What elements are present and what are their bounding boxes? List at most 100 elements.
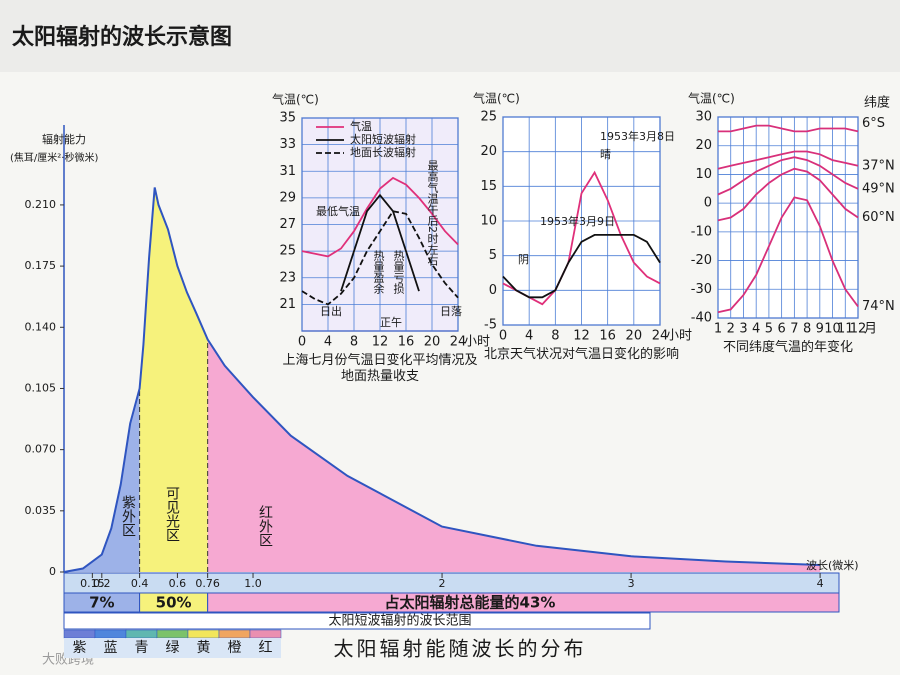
x-tick-label: 12 xyxy=(372,335,389,350)
x-tick-label: 3 xyxy=(628,577,635,590)
region-label: 紫外区 xyxy=(120,495,136,537)
y-tick-label: 27 xyxy=(279,217,296,232)
x-tick-label: 20 xyxy=(424,335,441,350)
x-tick-label: 1 xyxy=(714,322,722,337)
spectrum-cell xyxy=(219,638,250,658)
x-tick-label: 0.15 xyxy=(80,577,105,590)
spectrum-swatch xyxy=(125,629,158,639)
region-fill xyxy=(207,339,821,572)
x-tick-label: 11 xyxy=(837,322,854,337)
series-line xyxy=(717,150,859,170)
y-tick-label: -40 xyxy=(691,311,712,326)
legend-label: 气温 xyxy=(350,119,372,133)
spectrum-cell xyxy=(250,638,281,658)
region-fill xyxy=(64,388,140,572)
y-tick-label: 0.175 xyxy=(25,259,57,272)
series-title: 纬度 xyxy=(864,95,890,111)
annotation: 日出 xyxy=(320,304,342,318)
series-label: 74°N xyxy=(862,299,895,314)
x-band xyxy=(63,572,840,594)
annotation: 晴 xyxy=(600,148,611,161)
series-line xyxy=(301,210,459,306)
series-label: 6°S xyxy=(862,116,885,131)
annotation: 阴 xyxy=(518,253,529,266)
y-tick-label: -5 xyxy=(484,318,497,333)
spectrum-swatch xyxy=(63,629,96,639)
spectrum-cell xyxy=(188,638,219,658)
spectrum-swatch xyxy=(156,629,189,639)
x-tick-label: 7 xyxy=(790,322,798,337)
x-tick-label: 10 xyxy=(824,322,841,337)
legend-label: 太阳短波辐射 xyxy=(350,132,416,146)
x-tick-label: 8 xyxy=(350,335,358,350)
y-tick-label: 0.105 xyxy=(25,381,57,394)
y-axis-label: (焦耳/厘米²·秒微米) xyxy=(10,151,98,164)
x-tick-label: 5 xyxy=(765,322,773,337)
chart-caption: 太阳辐射能随波长的分布 xyxy=(334,637,587,661)
x-tick-label: 4 xyxy=(525,329,533,344)
y-tick-label: 29 xyxy=(279,190,296,205)
x-tick-label: 3 xyxy=(739,322,747,337)
y-tick-label: 0 xyxy=(489,283,497,298)
spectrum-swatch xyxy=(249,629,282,639)
y-tick-label: 10 xyxy=(480,214,497,229)
y-tick-label: 20 xyxy=(695,138,712,153)
x-axis-label: 波长(微米) xyxy=(806,558,859,572)
annotation: 热量亏损 xyxy=(392,250,405,295)
x-unit: 小时 xyxy=(464,335,490,350)
spectrum-cell xyxy=(95,638,126,658)
x-tick-label: 8 xyxy=(551,329,559,344)
x-tick-label: 8 xyxy=(803,322,811,337)
spectrum-label: 紫 xyxy=(73,640,87,656)
x-tick-label: 0.2 xyxy=(93,577,111,590)
region-label: 可见光区 xyxy=(164,486,180,542)
x-tick-label: 2 xyxy=(439,577,446,590)
page-title: 太阳辐射的波长示意图 xyxy=(12,24,232,50)
spectrum-label: 黄 xyxy=(197,639,211,656)
x-tick-label: 24 xyxy=(652,329,669,344)
x-tick-label: 16 xyxy=(599,329,616,344)
annotation: 1953年3月9日 xyxy=(540,214,615,228)
share-label: 占太阳辐射总能量的43% xyxy=(385,594,556,612)
x-tick-label: 0.76 xyxy=(195,577,220,590)
chart-caption: 不同纬度气温的年变化 xyxy=(722,340,853,355)
x-tick-label: 4 xyxy=(752,322,760,337)
y-tick-label: 5 xyxy=(489,248,497,263)
annotation: 最低气温 xyxy=(316,204,360,218)
y-tick-label: 21 xyxy=(279,297,296,312)
y-tick-label: 31 xyxy=(279,164,296,179)
chart-caption: 北京天气状况对气温日变化的影响 xyxy=(483,347,679,362)
caption-box: 上海七月份气温日变化平均情况及地面热量收支 xyxy=(282,353,478,384)
x-tick-label: 9 xyxy=(816,322,824,337)
y-tick-label: -10 xyxy=(691,224,712,239)
y-axis-label: 气温(℃) xyxy=(473,91,520,106)
x-tick-label: 0.6 xyxy=(169,577,187,590)
annotation: 1953年3月8日 xyxy=(600,129,675,143)
y-tick-label: 0.070 xyxy=(25,443,57,456)
y-tick-label: 30 xyxy=(695,110,712,125)
y-tick-label: 33 xyxy=(279,137,296,152)
series-label: 60°N xyxy=(862,210,895,225)
legend-label: 地面长波辐射 xyxy=(350,145,416,159)
short-wave-label: 太阳短波辐射的波长范围 xyxy=(328,613,471,629)
annotation: 日落 xyxy=(440,305,462,318)
y-tick-label: 0.140 xyxy=(25,320,57,333)
series-label: 37°N xyxy=(862,158,895,173)
x-unit: 月 xyxy=(864,322,877,337)
y-tick-label: 25 xyxy=(279,244,296,259)
y-tick-label: 35 xyxy=(279,111,296,126)
series-line xyxy=(717,167,859,222)
spectrum-label: 蓝 xyxy=(104,640,118,656)
spectrum-swatch xyxy=(94,629,127,639)
chart-caption: 上海七月份气温日变化平均情况及地面热量收支 xyxy=(282,353,478,384)
spectrum-swatch xyxy=(187,629,220,639)
x-tick-label: 12 xyxy=(850,322,867,337)
x-tick-label: 6 xyxy=(777,322,785,337)
title-band xyxy=(0,0,900,72)
series-line xyxy=(340,193,420,292)
caption-box: 北京天气状况对气温日变化的影响 xyxy=(483,347,679,362)
x-tick-label: 2 xyxy=(727,322,735,337)
x-tick-label: 4 xyxy=(817,577,824,590)
spectrum-label: 红 xyxy=(259,640,273,656)
x-tick-label: 0 xyxy=(298,335,306,350)
